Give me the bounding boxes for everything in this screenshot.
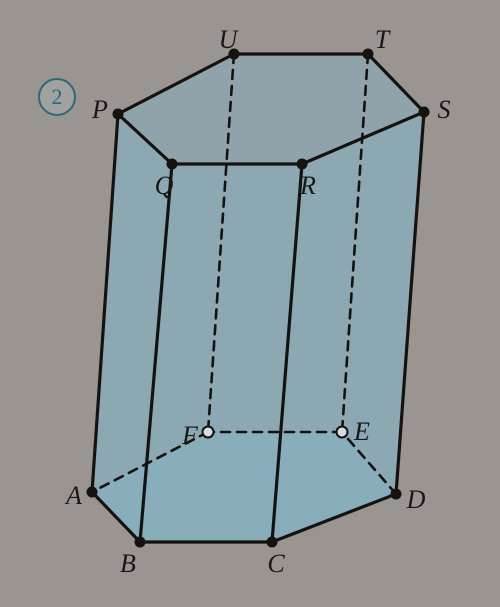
vertex-D [391,489,402,500]
vertex-R [297,159,308,170]
vertex-F [203,427,214,438]
problem-number-badge: 2 [38,78,76,116]
vertex-U [229,49,240,60]
vertex-S [419,107,430,118]
problem-number-text: 2 [52,84,63,110]
vertex-C [267,537,278,548]
vertex-T [363,49,374,60]
vertex-E [337,427,348,438]
vertex-A [87,487,98,498]
vertex-Q [167,159,178,170]
vertex-B [135,537,146,548]
vertex-P [113,109,124,120]
figure-container: 2 ABCDEFPQRSTU [0,0,500,607]
